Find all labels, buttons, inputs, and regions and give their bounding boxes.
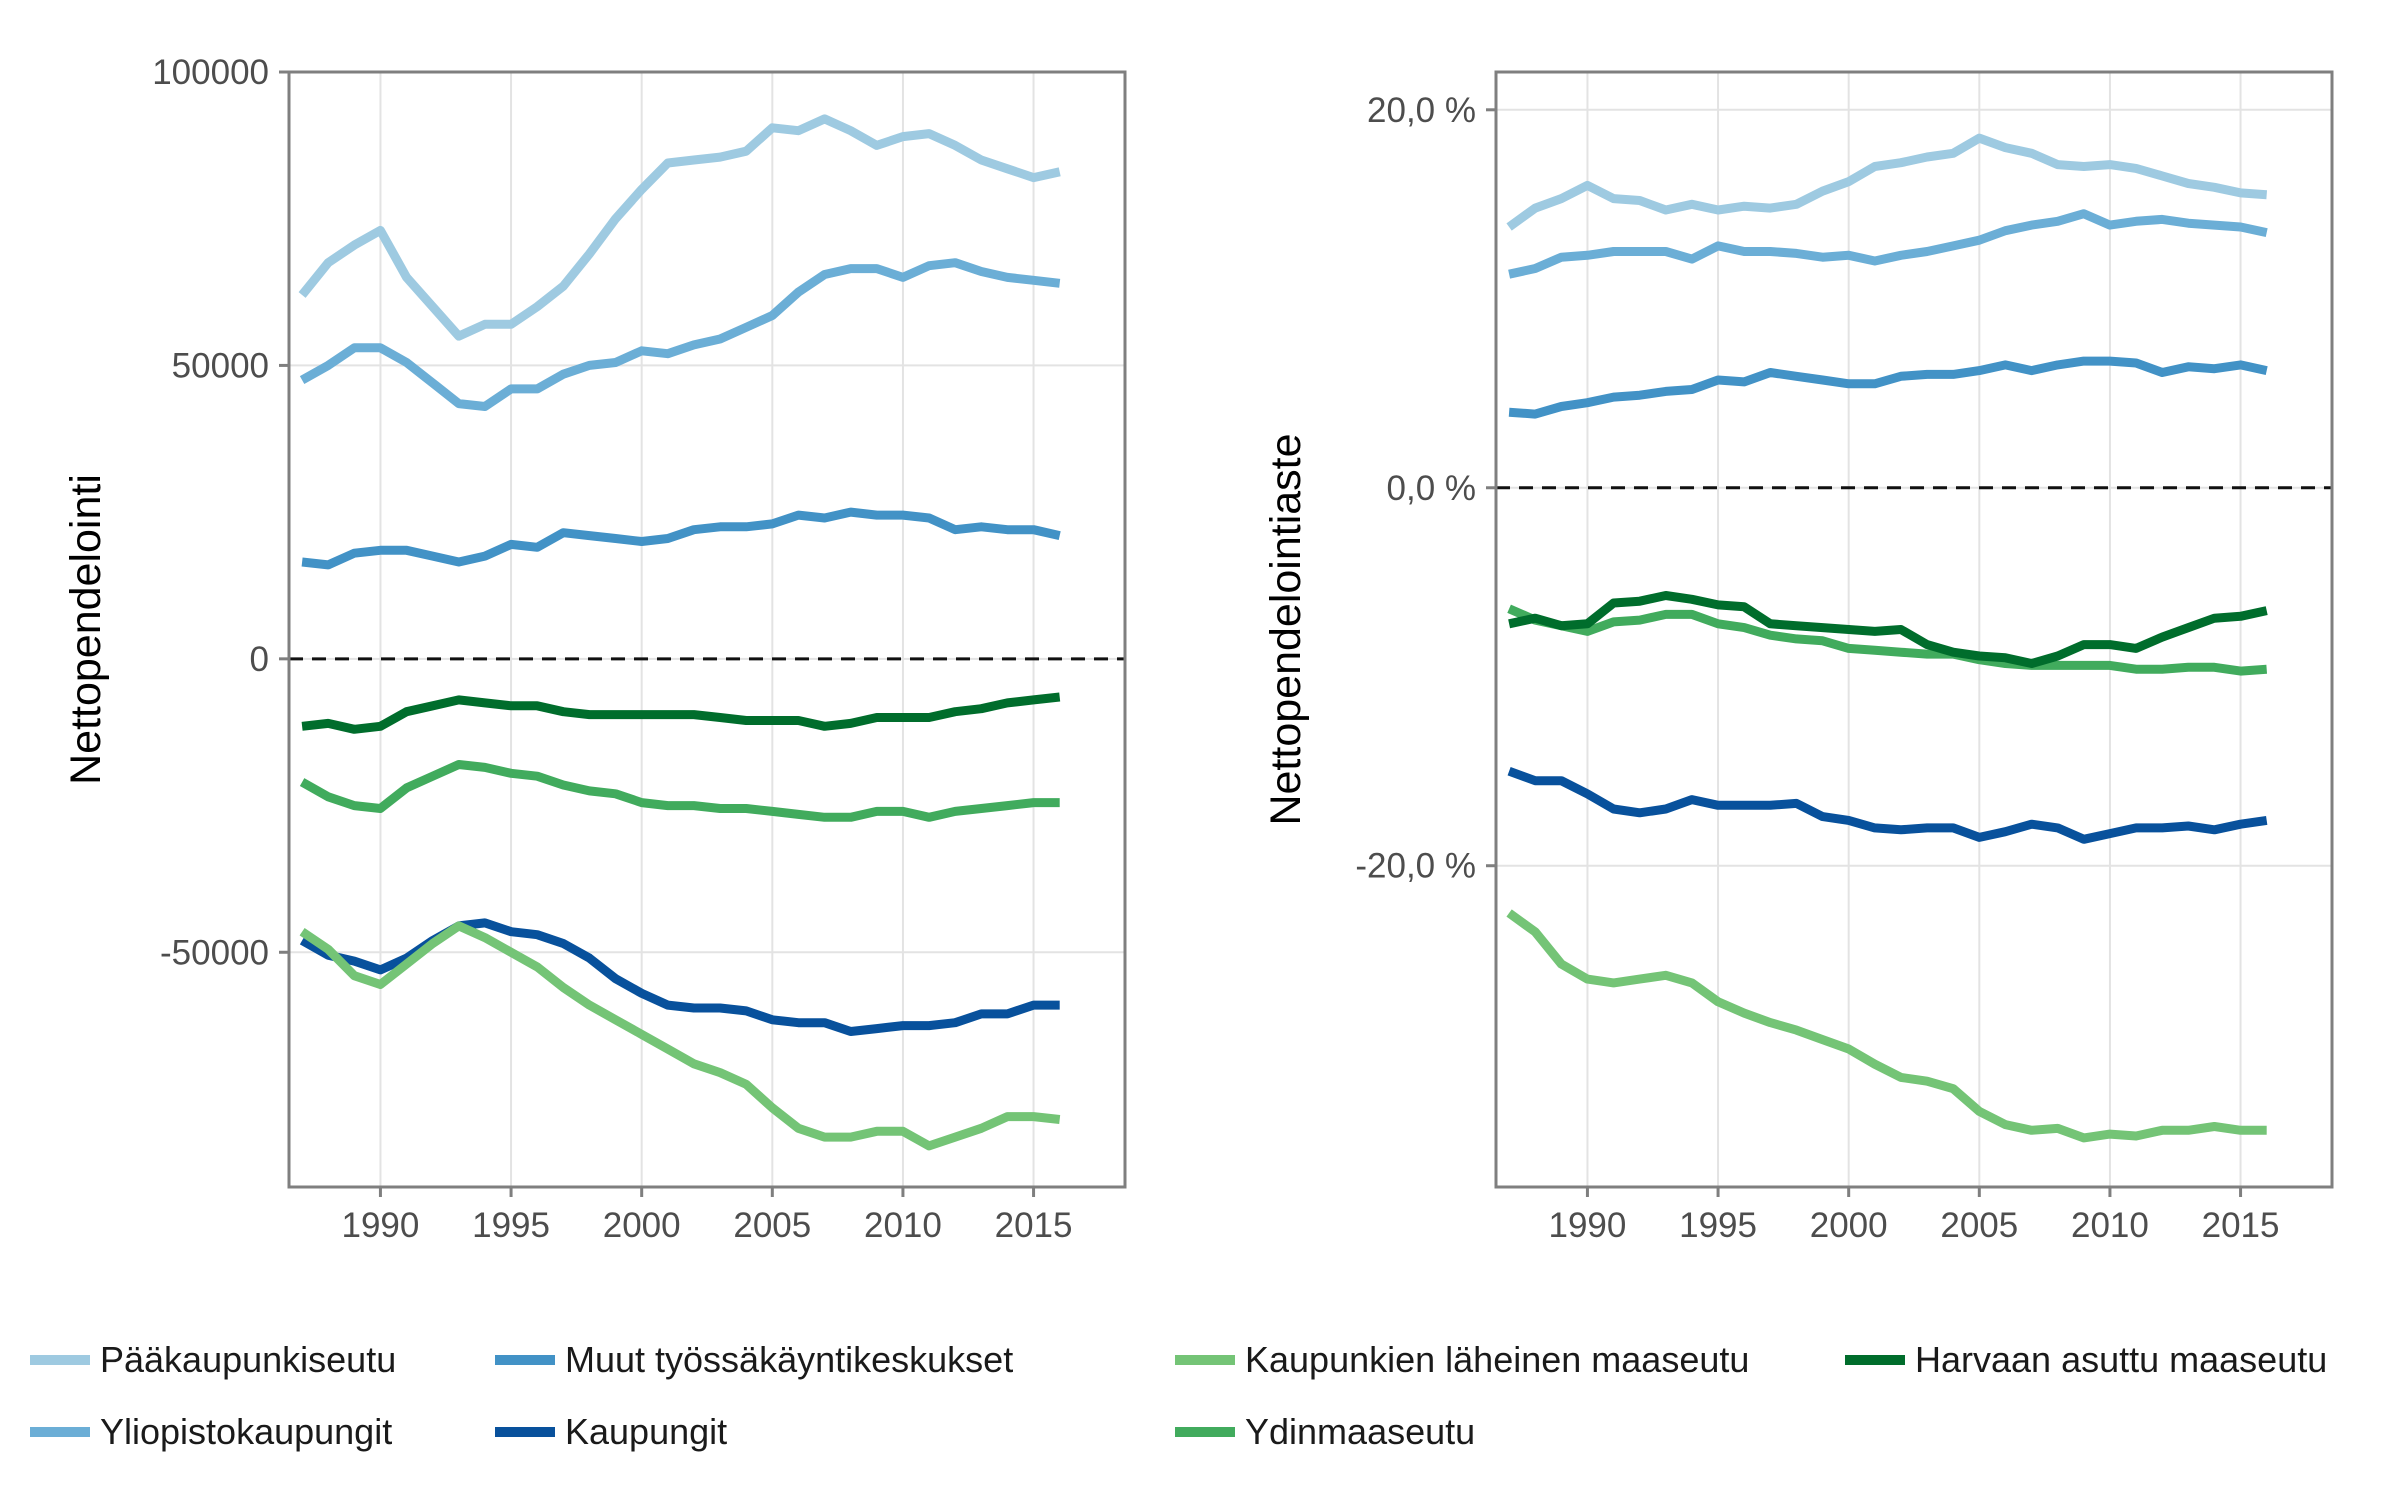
legend-item-yliopistokaupungit: Yliopistokaupungit: [30, 1402, 392, 1462]
series-line-yliopistokaupungit: [1508, 209, 2268, 279]
x-tick-label: 2005: [733, 1206, 811, 1245]
x-tick-label: 2005: [1940, 1206, 2018, 1245]
legend-swatch: [1845, 1355, 1905, 1365]
series-line-muut-työssäkäyntikeskukset: [1508, 356, 2268, 419]
series-line-ydinmaaseutu: [299, 760, 1060, 822]
series-line-harvaan-asuttu-maaseutu: [301, 692, 1061, 734]
y-tick-label: -50000: [160, 933, 269, 972]
x-tick-label: 1990: [342, 1206, 420, 1245]
x-tick-label: 1990: [1549, 1206, 1627, 1245]
y-axis-title: Nettopendelointi: [62, 474, 110, 785]
y-tick-label: 20,0 %: [1367, 91, 1476, 130]
legend-label: Ydinmaaseutu: [1245, 1411, 1476, 1452]
x-tick-label: 2010: [864, 1206, 942, 1245]
legend-item-paakaupunkiseutu: Pääkaupunkiseutu: [30, 1330, 396, 1390]
x-tick-label: 2010: [2071, 1206, 2149, 1245]
y-tick-label: -20,0 %: [1355, 847, 1476, 886]
legend-swatch: [30, 1427, 90, 1437]
chart-panel-1: 1990 1995 2000 2005 2010 2015 -50000 0 50000 1000…: [62, 53, 1127, 1245]
y-tick-label: 50000: [172, 346, 269, 385]
panel-border: [287, 70, 1127, 1189]
legend-swatch: [495, 1355, 555, 1365]
legend-swatch: [1175, 1427, 1235, 1437]
panel-border: [1494, 70, 2334, 1189]
series-line-yliopistokaupungit: [299, 258, 1061, 411]
legend-label: Kaupungit: [565, 1411, 728, 1452]
legend-swatch: [30, 1355, 90, 1365]
series-line-muut-työssäkäyntikeskukset: [301, 507, 1061, 570]
series-line-kaupunkien-läheinen-maaseutu: [1506, 909, 2267, 1143]
x-tick-label: 2000: [1810, 1206, 1888, 1245]
y-tick-label: 0: [250, 640, 269, 679]
series-line-pääkaupunkiseutu: [1506, 133, 2268, 231]
x-tick-label: 1995: [472, 1206, 550, 1245]
legend-item-kaupungit: Kaupungit: [495, 1402, 727, 1462]
legend-item-kaupunkien-laheinen-maaseutu: Kaupunkien läheinen maaseutu: [1175, 1330, 1749, 1390]
legend: Pääkaupunkiseutu Yliopistokaupungit Muut…: [0, 1330, 2400, 1500]
series-line-kaupungit: [299, 918, 1060, 1036]
x-tick-label: 1995: [1679, 1206, 1757, 1245]
series-line-pääkaupunkiseutu: [298, 114, 1061, 341]
series-line-harvaan-asuttu-maaseutu: [1508, 591, 2268, 668]
legend-label: Muut työssäkäyntikeskukset: [565, 1339, 1014, 1380]
legend-item-ydinmaaseutu: Ydinmaaseutu: [1175, 1402, 1475, 1462]
x-tick-label: 2015: [2202, 1206, 2280, 1245]
y-tick-label: 100000: [152, 53, 269, 92]
series-line-kaupungit: [1507, 766, 2268, 844]
series-line-ydinmaaseutu: [1507, 604, 2268, 676]
x-tick-label: 2000: [603, 1206, 681, 1245]
legend-swatch: [1175, 1355, 1235, 1365]
chart-canvas: 1990 1995 2000 2005 2010 2015 -50000 0 50000 1000…: [62, 53, 2334, 1245]
x-tick-label: 2015: [995, 1206, 1073, 1245]
y-tick-label: 0,0 %: [1387, 469, 1477, 508]
y-axis-title: Nettopendelointiaste: [1262, 433, 1310, 825]
legend-label: Harvaan asuttu maaseutu: [1915, 1339, 2328, 1380]
legend-item-harvaan-asuttu-maaseutu: Harvaan asuttu maaseutu: [1845, 1330, 2327, 1390]
legend-label: Yliopistokaupungit: [100, 1411, 393, 1452]
legend-label: Kaupunkien läheinen maaseutu: [1245, 1339, 1750, 1380]
chart-panel-2: 1990 1995 2000 2005 2010 2015 -20,0 % 0,0 % 20,0…: [1262, 70, 2334, 1245]
series-line-kaupunkien-läheinen-maaseutu: [299, 921, 1061, 1151]
legend-swatch: [495, 1427, 555, 1437]
legend-item-muut-tyossakayntikeskukset: Muut työssäkäyntikeskukset: [495, 1330, 1013, 1390]
legend-label: Pääkaupunkiseutu: [100, 1339, 397, 1380]
